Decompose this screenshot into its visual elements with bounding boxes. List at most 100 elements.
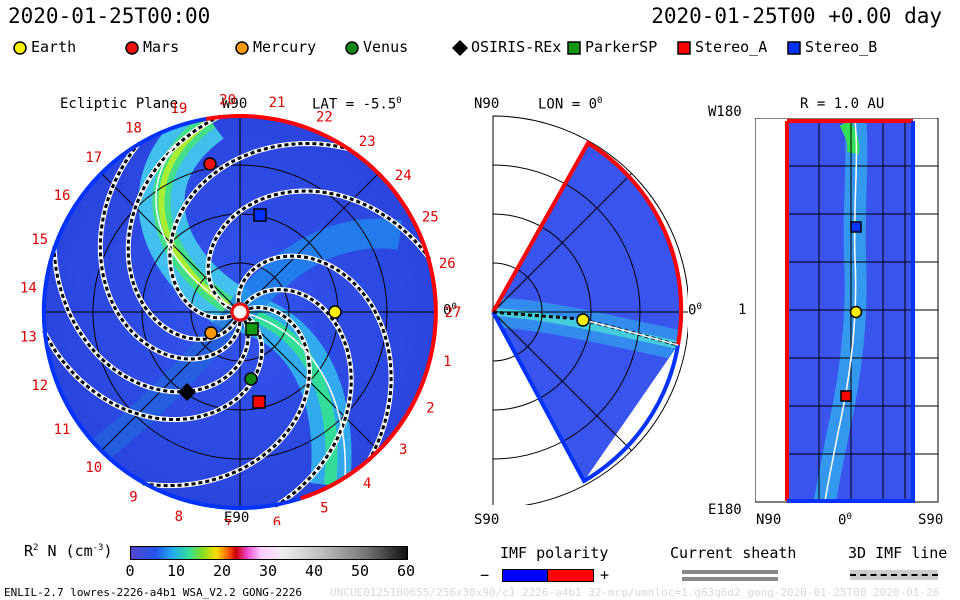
radial-stereo-b-marker <box>850 221 862 233</box>
ecliptic-imf-lines <box>40 112 434 510</box>
rotation-number: 25 <box>422 209 439 225</box>
ecliptic-lat-label: LAT = -5.50 <box>312 96 402 113</box>
imf-3d-line-title: 3D IMF line <box>848 544 948 562</box>
legend-item-label: Mercury <box>253 38 317 56</box>
rotation-number: 26 <box>439 256 456 272</box>
rotation-number: 16 <box>54 188 71 204</box>
radial-earth-marker <box>849 305 863 319</box>
colorbar-tick: 10 <box>166 562 186 580</box>
rotation-number: 17 <box>85 150 102 166</box>
meridional-imf-line <box>492 310 679 347</box>
radial-title: R = 1.0 AU <box>800 96 885 112</box>
circle-icon <box>125 40 139 55</box>
rotation-number: 6 <box>273 515 281 525</box>
venus-marker <box>244 372 258 386</box>
rotation-number: 24 <box>395 168 412 184</box>
current-sheath-line-2 <box>682 577 778 581</box>
ecliptic-plane-plot: 1234567891011121314151617181920212223242… <box>20 92 461 525</box>
rotation-number: 7 <box>223 518 231 525</box>
osiris-rex-marker <box>178 383 196 401</box>
meridional-negative-boundary <box>491 311 680 484</box>
radial-stereo-a-marker <box>840 390 852 402</box>
circle-icon <box>13 40 27 55</box>
legend-item-label: Stereo_A <box>695 38 768 56</box>
rotation-number: 12 <box>31 378 48 394</box>
legend-item-mercury: Mercury <box>234 38 316 56</box>
legend-item-label: Stereo_B <box>805 38 878 56</box>
square-icon <box>677 40 691 55</box>
legend-item-label: OSIRIS-REx <box>471 38 562 56</box>
rotation-number: 20 <box>219 92 236 108</box>
imf-negative-swatch <box>502 569 549 582</box>
current-sheath-title: Current sheath <box>670 544 797 562</box>
legend-item-parkersp: ParkerSP <box>566 38 657 56</box>
legend-item-label: Earth <box>31 38 77 56</box>
legend-item-label: Venus <box>363 38 409 56</box>
meridional-top-label: N90 <box>474 96 500 112</box>
earth-marker <box>328 305 342 319</box>
ecliptic-negative-polarity-boundary <box>41 117 302 511</box>
rotation-number: 15 <box>31 232 48 248</box>
radial-bottom-left-label: E180 <box>708 502 742 518</box>
legend-item-stereo-b: Stereo_B <box>786 38 877 56</box>
colorbar-ticks: 0 10 20 30 40 50 60 <box>0 562 470 582</box>
legend-item-mars: Mars <box>124 38 179 56</box>
colorbar-tick: 0 <box>125 562 135 580</box>
carrington-rotation-numbers: 1234567891011121314151617181920212223242… <box>20 92 461 525</box>
radial-map-plot <box>755 118 939 503</box>
meridional-current-sheath <box>582 319 679 346</box>
square-icon <box>567 40 581 55</box>
legend-item-earth: Earth <box>12 38 76 56</box>
rotation-number: 27 <box>445 305 462 321</box>
ecliptic-top-label: W90 <box>222 96 248 112</box>
meridional-lon-label: LON = 00 <box>538 96 603 113</box>
imf-polarity-title: IMF polarity <box>500 544 609 562</box>
object-legend: Earth Mars Mercury Venus OSIRIS-REx ParkerSP S… <box>0 36 960 60</box>
rotation-number: 5 <box>320 501 328 517</box>
rotation-number: 14 <box>20 280 37 296</box>
mars-marker <box>203 157 217 171</box>
meridional-plane-plot <box>491 115 688 505</box>
colorbar-tick: 60 <box>396 562 416 580</box>
rotation-number: 19 <box>170 101 187 117</box>
colorbar-tick: 50 <box>350 562 370 580</box>
left-datetime: 2020-01-25T00:00 <box>8 4 211 28</box>
colorbar <box>130 546 408 560</box>
stereo-b-marker <box>253 208 267 222</box>
legend-item-osiris-rex: OSIRIS-REx <box>452 38 561 56</box>
diamond-icon <box>452 39 468 56</box>
radial-x-right-label: S90 <box>918 512 944 528</box>
colorbar-tick: 30 <box>258 562 278 580</box>
circle-icon <box>345 40 359 55</box>
imf-positive-swatch <box>547 569 594 582</box>
current-sheath-line-1 <box>682 570 778 574</box>
radial-negative-boundary <box>787 121 915 503</box>
rotation-number: 1 <box>443 354 451 370</box>
right-datetime: 2020-01-25T00 +0.00 day <box>651 4 942 28</box>
ecliptic-positive-polarity-boundary <box>205 114 438 501</box>
parker-solar-probe-marker <box>245 322 259 336</box>
legend-item-label: Mars <box>143 38 180 56</box>
ecliptic-right-label: 00 <box>443 302 457 319</box>
meridional-earth-marker <box>576 313 590 327</box>
meridional-right-label: 00 <box>688 302 702 319</box>
radial-current-sheath <box>824 120 858 502</box>
radial-x-left-label: N90 <box>756 512 782 528</box>
rotation-number: 21 <box>269 95 286 111</box>
imf-minus-sign: − <box>480 566 490 584</box>
radial-top-left-label: W180 <box>708 104 742 120</box>
ecliptic-title: Ecliptic Plane <box>60 96 179 112</box>
rotation-number: 10 <box>85 460 102 476</box>
meridional-positive-boundary <box>491 140 684 346</box>
colorbar-tick: 40 <box>304 562 324 580</box>
ecliptic-object-markers <box>178 157 342 409</box>
sun-inner-boundary <box>230 302 250 322</box>
rotation-number: 18 <box>125 121 142 137</box>
meridional-grid <box>492 164 688 460</box>
rotation-number: 4 <box>363 476 371 492</box>
rotation-number: 2 <box>426 401 434 417</box>
radial-x-mid-label: 00 <box>838 512 852 529</box>
legend-item-label: ParkerSP <box>585 38 658 56</box>
circle-icon <box>235 40 249 55</box>
